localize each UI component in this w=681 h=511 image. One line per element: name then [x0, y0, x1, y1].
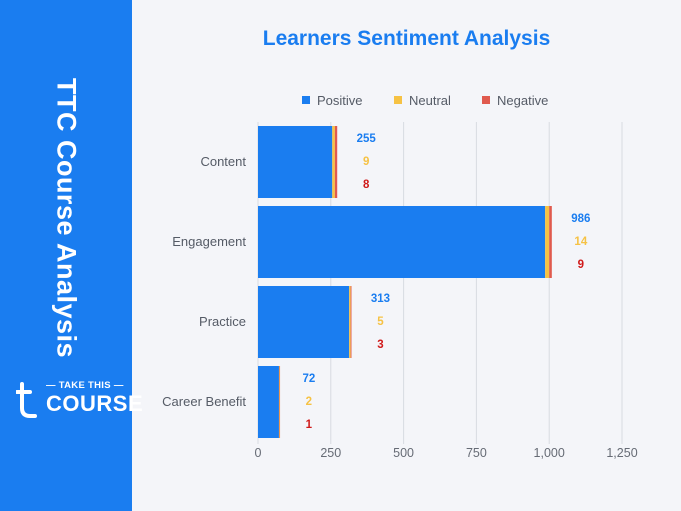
legend-label: Neutral	[409, 93, 451, 108]
logo-small-text: — TAKE THIS —	[46, 380, 124, 391]
legend-swatch	[394, 96, 402, 104]
data-label: 5	[377, 316, 384, 328]
x-tick-label: 750	[466, 446, 487, 460]
data-label: 255	[357, 133, 377, 145]
bar-segment	[258, 206, 546, 278]
category-label: Engagement	[172, 234, 246, 249]
bar-segment	[258, 366, 279, 438]
logo-big-text: COURSE	[46, 391, 144, 416]
sidebar: TTC Course Analysis — TAKE THIS — COURSE	[0, 0, 143, 511]
category-label: Practice	[199, 314, 246, 329]
data-label: 9	[578, 259, 584, 271]
legend-label: Positive	[317, 93, 363, 108]
data-label: 72	[302, 373, 315, 385]
category-label: Career Benefit	[162, 394, 246, 409]
x-tick-label: 1,000	[534, 446, 565, 460]
legend-label: Negative	[497, 93, 548, 108]
bar-segment	[278, 366, 280, 438]
bar-segment	[279, 366, 281, 438]
bar-segment	[350, 286, 352, 358]
chart-title: Learners Sentiment Analysis	[262, 27, 551, 50]
x-tick-label: 250	[320, 446, 341, 460]
data-label: 986	[571, 213, 590, 225]
data-label: 1	[306, 419, 313, 431]
legend-swatch	[482, 96, 490, 104]
x-tick-label: 500	[393, 446, 414, 460]
bar-segment	[334, 126, 338, 198]
category-label: Content	[200, 154, 246, 169]
data-label: 9	[363, 156, 369, 168]
bar-segment	[545, 206, 550, 278]
data-label: 313	[371, 293, 390, 305]
bar-segment	[549, 206, 552, 278]
x-tick-label: 0	[255, 446, 262, 460]
bar-segment	[332, 126, 335, 198]
bar-segment	[349, 286, 351, 358]
x-tick-label: 1,250	[606, 446, 637, 460]
data-label: 8	[363, 179, 370, 191]
legend-swatch	[302, 96, 310, 104]
data-label: 3	[377, 339, 383, 351]
take-this-course-logo: — TAKE THIS — COURSE	[16, 378, 143, 422]
bar-segment	[258, 286, 350, 358]
logo-t-icon	[16, 382, 37, 418]
data-label: 2	[306, 396, 312, 408]
bar-segment	[258, 126, 333, 198]
data-label: 14	[574, 236, 587, 248]
